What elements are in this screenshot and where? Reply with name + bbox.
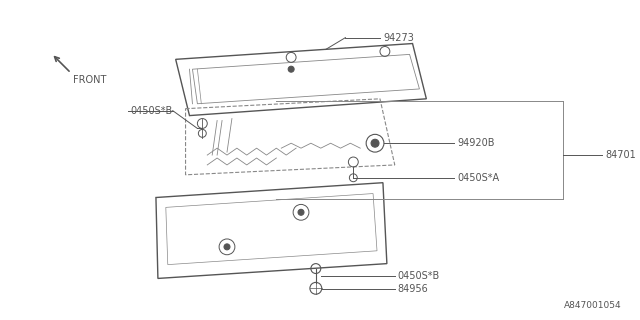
Text: 94273: 94273: [383, 33, 414, 43]
Text: 0450S*B: 0450S*B: [397, 271, 440, 282]
Circle shape: [298, 209, 304, 215]
Circle shape: [288, 66, 294, 72]
Text: 84701: 84701: [605, 150, 636, 160]
Text: FRONT: FRONT: [73, 75, 106, 85]
Text: 84956: 84956: [397, 284, 429, 294]
Text: 0450S*A: 0450S*A: [457, 173, 499, 183]
Text: A847001054: A847001054: [564, 301, 622, 310]
Circle shape: [371, 139, 379, 147]
Circle shape: [224, 244, 230, 250]
Text: 94920B: 94920B: [457, 138, 495, 148]
Text: 0450S*B: 0450S*B: [131, 106, 173, 116]
